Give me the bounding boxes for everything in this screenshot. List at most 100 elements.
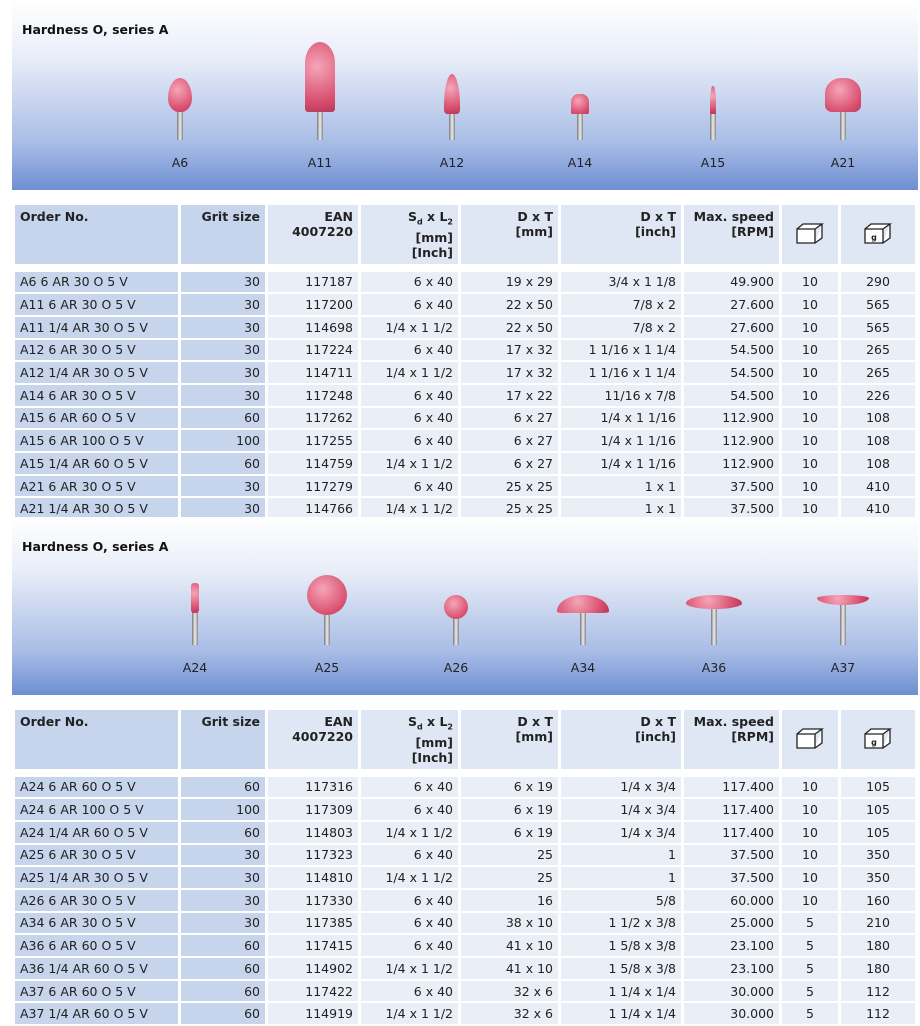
table-cell: A11 1/4 AR 30 O 5 V (15, 316, 178, 338)
table-cell: A15 6 AR 60 O 5 V (15, 407, 178, 429)
table-cell: 112.900 (684, 453, 779, 474)
table-cell: 6 x 27 (461, 430, 558, 451)
table-cell: 1 x 1 (561, 475, 681, 497)
table-cell: 1/4 x 1 1/16 (561, 430, 681, 451)
table-cell: 1 1/4 x 1/4 (561, 1003, 681, 1025)
table-row: A21 6 AR 30 O 5 V 30 117279 6 x 40 25 x 25 1 … (15, 475, 915, 497)
table-row: A26 6 AR 30 O 5 V 30 117330 6 x 40 16 5/8 60.0… (15, 889, 915, 911)
table-cell: 25 x 25 (461, 475, 558, 497)
svg-text:g: g (871, 233, 877, 242)
table-cell: 5 (782, 980, 838, 1002)
table-cell: 100 (181, 799, 265, 820)
table-cell: 41 x 10 (461, 935, 558, 956)
col-dxt-mm: D x T [mm] (461, 710, 558, 769)
table-cell: 7/8 x 2 (561, 316, 681, 338)
table-row: A6 6 AR 30 O 5 V 30 117187 6 x 40 19 x 29 3/4… (15, 271, 915, 293)
table-cell: 5 (782, 912, 838, 934)
col-max-speed: Max. speed [RPM] (684, 205, 779, 264)
table-cell: 565 (841, 294, 915, 315)
col-max-speed: Max. speed [RPM] (684, 710, 779, 769)
shank-image (324, 611, 330, 645)
table-cell: 7/8 x 2 (561, 294, 681, 315)
table-cell: 23.100 (684, 958, 779, 979)
table-row: A11 1/4 AR 30 O 5 V 30 114698 1/4 x 1 1/2 22… (15, 316, 915, 338)
table-cell: 6 x 19 (461, 776, 558, 798)
shank-image (711, 605, 717, 645)
table-row: A12 6 AR 30 O 5 V 30 117224 6 x 40 17 x 32 1 … (15, 339, 915, 361)
col-ean: EAN 4007220 (268, 710, 358, 769)
table-cell: 410 (841, 475, 915, 497)
table-cell: 54.500 (684, 384, 779, 406)
table-cell: 60 (181, 776, 265, 798)
table-cell: 30 (181, 844, 265, 866)
shank-image (840, 601, 846, 645)
table-cell: 27.600 (684, 294, 779, 315)
table-cell: 27.600 (684, 316, 779, 338)
table-cell: 32 x 6 (461, 1003, 558, 1025)
table-cell: 25.000 (684, 912, 779, 934)
product-table: Order No. Grit size EAN 4007220 Sd x L2 [m… (12, 203, 918, 521)
table-cell: 25 (461, 867, 558, 888)
table-cell: 30 (181, 475, 265, 497)
product-A21: A21 (803, 0, 883, 190)
table-cell: 117309 (268, 799, 358, 820)
table-row: A21 1/4 AR 30 O 5 V 30 114766 1/4 x 1 1/2 25… (15, 498, 915, 520)
table-cell: 114711 (268, 362, 358, 383)
table-cell: 114759 (268, 453, 358, 474)
table-cell: 117255 (268, 430, 358, 451)
table-cell: 17 x 32 (461, 339, 558, 361)
table-cell: 17 x 32 (461, 362, 558, 383)
box-weight-icon: g (841, 710, 915, 769)
table-cell: 100 (181, 430, 265, 451)
table-cell: 1/4 x 1 1/2 (361, 498, 458, 520)
table-cell: 10 (782, 867, 838, 888)
col-order-no: Order No. (15, 710, 178, 769)
table-cell: 1/4 x 1 1/2 (361, 316, 458, 338)
table-row: A24 1/4 AR 60 O 5 V 60 114803 1/4 x 1 1/2 6 … (15, 821, 915, 843)
shank-image (192, 609, 198, 645)
col-order-no: Order No. (15, 205, 178, 264)
table-row: A25 1/4 AR 30 O 5 V 30 114810 1/4 x 1 1/2 25… (15, 867, 915, 888)
grinding-point-image (825, 78, 861, 112)
table-cell: 114698 (268, 316, 358, 338)
box-weight-icon: g (841, 205, 915, 264)
table-cell: A6 6 AR 30 O 5 V (15, 271, 178, 293)
table-cell: 265 (841, 362, 915, 383)
product-A15: A15 (673, 0, 753, 190)
shank-image (580, 609, 586, 645)
table-cell: 3/4 x 1 1/8 (561, 271, 681, 293)
product-label: A11 (307, 155, 333, 170)
table-cell: 60 (181, 1003, 265, 1025)
table-cell: 108 (841, 407, 915, 429)
col-grit-size: Grit size (181, 205, 265, 264)
col-dxt-inch: D x T [inch] (561, 710, 681, 769)
shank-image (177, 108, 183, 140)
product-A36: A36 (674, 517, 754, 695)
table-cell: A25 1/4 AR 30 O 5 V (15, 867, 178, 888)
table-cell: A36 1/4 AR 60 O 5 V (15, 958, 178, 979)
table-cell: 25 x 25 (461, 498, 558, 520)
table-cell: A26 6 AR 30 O 5 V (15, 889, 178, 911)
table-cell: 290 (841, 271, 915, 293)
table-header: Order No. Grit size EAN 4007220 Sd x L2 [m… (15, 710, 915, 769)
grinding-point-image (686, 595, 742, 609)
table-cell: 350 (841, 844, 915, 866)
table-cell: A36 6 AR 60 O 5 V (15, 935, 178, 956)
table-cell: 114902 (268, 958, 358, 979)
table-cell: 1/4 x 3/4 (561, 821, 681, 843)
table-cell: 1/4 x 1 1/2 (361, 362, 458, 383)
table-cell: 6 x 40 (361, 844, 458, 866)
table-cell: A24 6 AR 60 O 5 V (15, 776, 178, 798)
table-cell: 30 (181, 912, 265, 934)
table-cell: 180 (841, 935, 915, 956)
section-title: Hardness O, series A (22, 539, 169, 554)
table-cell: 6 x 40 (361, 912, 458, 934)
table-cell: 114919 (268, 1003, 358, 1025)
table-cell: 41 x 10 (461, 958, 558, 979)
table-cell: 19 x 29 (461, 271, 558, 293)
product-A25: A25 (287, 517, 367, 695)
table-row: A15 1/4 AR 60 O 5 V 60 114759 1/4 x 1 1/2 6 … (15, 453, 915, 474)
shank-image (710, 110, 716, 140)
table-row: A24 6 AR 60 O 5 V 60 117316 6 x 40 6 x 19 1/4… (15, 776, 915, 798)
